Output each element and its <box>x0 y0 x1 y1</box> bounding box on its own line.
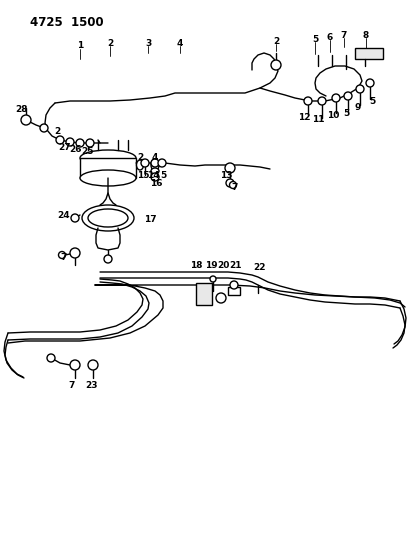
Text: 28: 28 <box>16 104 28 114</box>
Bar <box>355 48 383 59</box>
Text: 26: 26 <box>70 146 82 155</box>
Text: 7: 7 <box>61 253 67 262</box>
Circle shape <box>226 179 234 187</box>
Text: 5: 5 <box>369 96 375 106</box>
Text: 7: 7 <box>69 381 75 390</box>
Text: 22: 22 <box>254 263 266 272</box>
Text: 1: 1 <box>77 42 83 51</box>
Circle shape <box>366 79 374 87</box>
Circle shape <box>76 139 84 147</box>
Ellipse shape <box>151 159 159 171</box>
Text: 14: 14 <box>147 172 159 181</box>
Text: 16: 16 <box>150 179 162 188</box>
Text: 3: 3 <box>145 38 151 47</box>
Text: 5: 5 <box>343 109 349 117</box>
Bar <box>196 283 212 305</box>
Circle shape <box>141 159 149 167</box>
Circle shape <box>151 173 159 181</box>
Circle shape <box>86 139 94 147</box>
Circle shape <box>356 85 364 93</box>
Circle shape <box>344 92 352 100</box>
Circle shape <box>66 138 74 146</box>
Circle shape <box>229 182 237 189</box>
Circle shape <box>21 115 31 125</box>
Circle shape <box>318 97 326 105</box>
Circle shape <box>332 94 340 102</box>
Text: 18: 18 <box>190 261 202 270</box>
Text: 17: 17 <box>144 214 156 223</box>
Circle shape <box>88 360 98 370</box>
Circle shape <box>70 360 80 370</box>
Circle shape <box>225 163 235 173</box>
Text: 2: 2 <box>137 154 143 163</box>
Text: 2: 2 <box>273 36 279 45</box>
Text: 5: 5 <box>160 172 166 181</box>
Circle shape <box>151 159 159 167</box>
Circle shape <box>216 293 226 303</box>
Text: 2: 2 <box>54 127 60 136</box>
Text: 5: 5 <box>312 35 318 44</box>
Text: 24: 24 <box>58 212 70 221</box>
Text: 15: 15 <box>137 172 149 181</box>
Text: 8: 8 <box>363 30 369 39</box>
Circle shape <box>104 255 112 263</box>
Circle shape <box>70 248 80 258</box>
Bar <box>80 158 136 178</box>
Text: 4: 4 <box>152 154 158 163</box>
Text: 25: 25 <box>81 147 93 156</box>
Text: 12: 12 <box>298 112 310 122</box>
Circle shape <box>210 276 216 282</box>
Circle shape <box>271 60 281 70</box>
Circle shape <box>158 159 166 167</box>
Text: 7: 7 <box>232 183 238 192</box>
Ellipse shape <box>82 205 134 231</box>
Text: 6: 6 <box>327 33 333 42</box>
Text: 23: 23 <box>85 381 97 390</box>
Ellipse shape <box>137 160 144 170</box>
Text: 11: 11 <box>312 116 324 125</box>
Text: 21: 21 <box>230 261 242 270</box>
Text: 19: 19 <box>205 261 217 270</box>
Text: 7: 7 <box>341 30 347 39</box>
Text: 27: 27 <box>59 143 71 152</box>
Text: 9: 9 <box>355 102 361 111</box>
Text: 10: 10 <box>327 110 339 119</box>
Ellipse shape <box>80 150 136 166</box>
Bar <box>228 287 240 295</box>
Ellipse shape <box>88 209 128 227</box>
Circle shape <box>230 281 238 289</box>
Ellipse shape <box>80 170 136 186</box>
Text: 13: 13 <box>220 172 232 181</box>
Text: 20: 20 <box>217 261 229 270</box>
Circle shape <box>71 214 79 222</box>
Ellipse shape <box>151 168 159 174</box>
Circle shape <box>40 124 48 132</box>
Text: 4: 4 <box>177 38 183 47</box>
Text: 4725  1500: 4725 1500 <box>30 17 104 29</box>
Text: 2: 2 <box>107 38 113 47</box>
Circle shape <box>47 354 55 362</box>
Circle shape <box>58 252 66 259</box>
Circle shape <box>56 136 64 144</box>
Circle shape <box>304 97 312 105</box>
